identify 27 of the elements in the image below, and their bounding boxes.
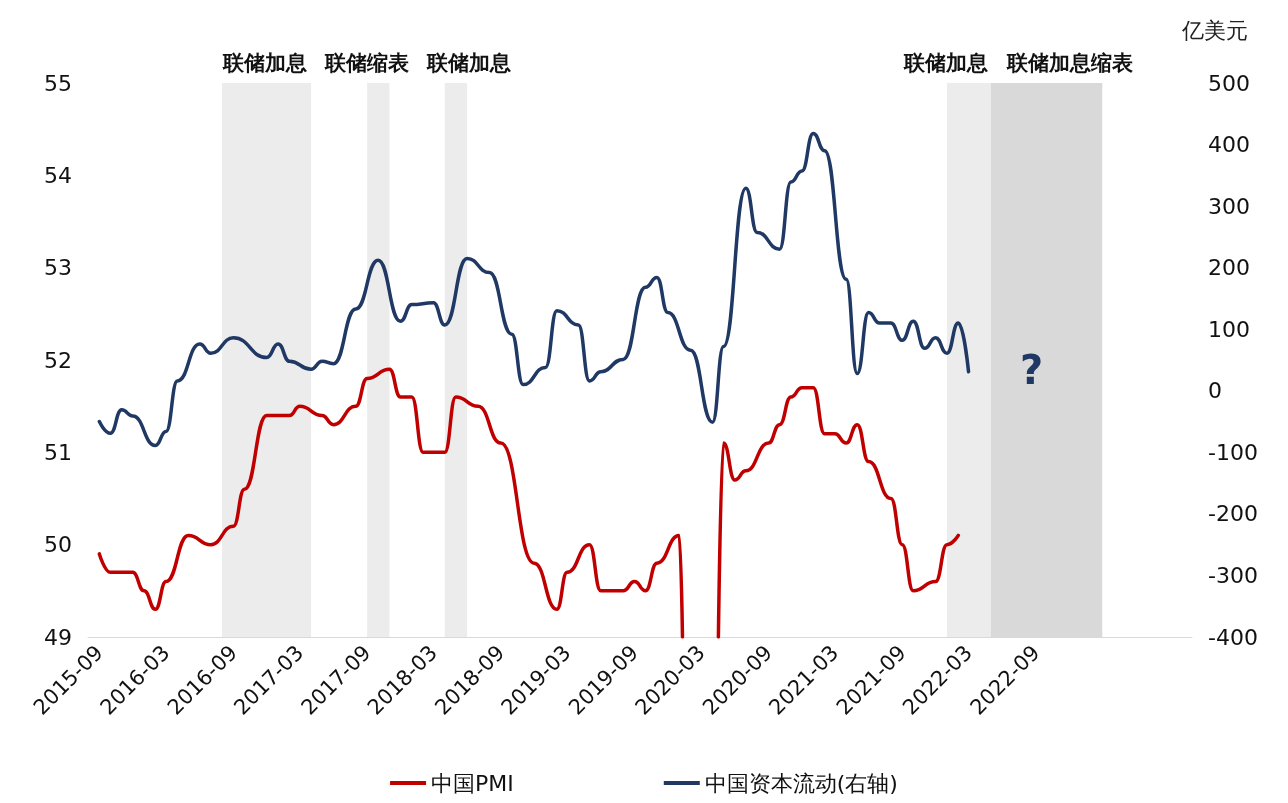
band-label: 联储加息缩表 bbox=[1005, 50, 1133, 75]
y2-tick-label: -300 bbox=[1208, 562, 1258, 588]
y2-tick-label: 200 bbox=[1208, 255, 1250, 281]
y2-tick-label: -100 bbox=[1208, 439, 1258, 465]
y2-tick-label: -400 bbox=[1208, 624, 1258, 650]
band-label: 联储加息 bbox=[426, 50, 512, 75]
y-tick-label: 50 bbox=[44, 532, 72, 558]
y-tick-label: 55 bbox=[44, 70, 72, 96]
y2-axis-title: 亿美元 bbox=[1181, 17, 1248, 43]
y-tick-label: 52 bbox=[44, 347, 72, 373]
y2-tick-label: -200 bbox=[1208, 501, 1258, 527]
y2-tick-label: 500 bbox=[1208, 70, 1250, 96]
y2-tick-label: 0 bbox=[1208, 378, 1222, 404]
y-tick-label: 51 bbox=[44, 439, 72, 465]
band-label: 联储加息 bbox=[221, 50, 307, 75]
y-tick-label: 49 bbox=[44, 624, 72, 650]
y2-tick-label: 100 bbox=[1208, 316, 1250, 342]
legend-label: 中国PMI bbox=[431, 770, 514, 796]
y-tick-label: 54 bbox=[44, 162, 72, 188]
y2-tick-label: 300 bbox=[1208, 193, 1250, 219]
line-series bbox=[97, 131, 971, 448]
band-label: 联储缩表 bbox=[323, 50, 409, 75]
y2-tick-label: 400 bbox=[1208, 132, 1250, 158]
legend-label: 中国资本流动(右轴) bbox=[704, 770, 898, 796]
band-label: 联储加息 bbox=[902, 50, 988, 75]
annotation: ? bbox=[1020, 347, 1044, 393]
y-tick-label: 53 bbox=[44, 255, 72, 281]
